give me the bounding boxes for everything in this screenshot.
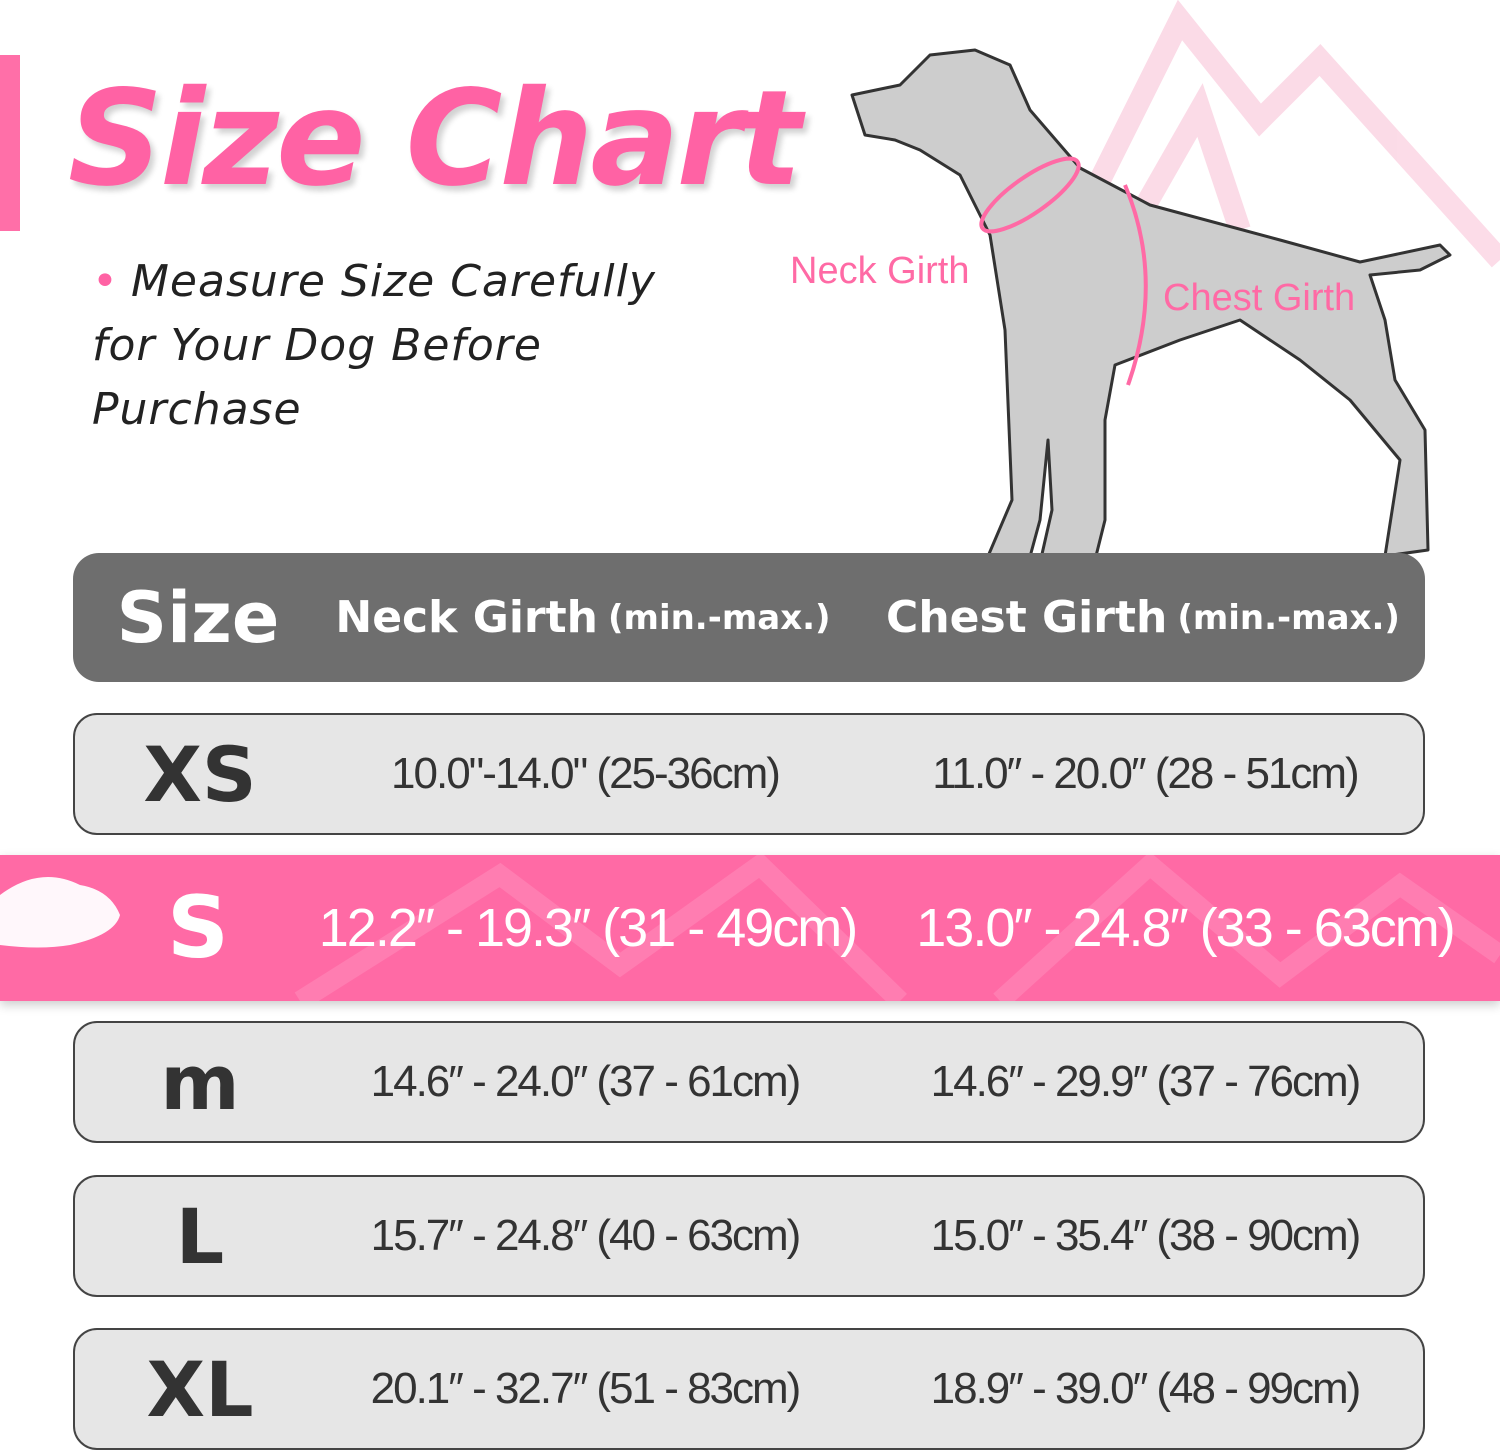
chest-cell: 14.6″ - 29.9″ (37 - 76cm): [930, 1057, 1362, 1106]
neck-girth-marker: [979, 156, 1081, 234]
chest-cell: 11.0″ - 20.0″ (28 - 51cm): [932, 749, 1359, 798]
size-cell: L: [175, 1191, 225, 1281]
dog-measurement-diagram: [850, 0, 1500, 587]
neck-girth-label: Neck Girth: [790, 250, 970, 292]
header-size: Size: [116, 576, 280, 659]
neck-cell: 12.2″ - 19.3″ (31 - 49cm): [318, 898, 859, 958]
header-chest-label: Chest Girth: [886, 592, 1168, 643]
chest-cell: 15.0″ - 35.4″ (38 - 90cm): [930, 1211, 1362, 1260]
header-chest: Chest Girth (min.-max.): [863, 553, 1423, 682]
chest-cell: 13.0″ - 24.8″ (33 - 63cm): [916, 898, 1456, 958]
measure-note: • Measure Size Carefully for Your Dog Bef…: [92, 250, 732, 442]
header-neck-label: Neck Girth: [335, 592, 598, 643]
dog-silhouette: [850, 48, 1452, 587]
neck-cell: 14.6″ - 24.0″ (37 - 61cm): [370, 1057, 802, 1106]
size-cell: S: [167, 878, 229, 978]
page-title: Size Chart: [68, 62, 802, 216]
size-cell: XS: [143, 729, 257, 819]
mountain-pattern: [0, 855, 1500, 1001]
dog-head-icon: [0, 877, 120, 948]
header-neck: Neck Girth (min.-max.): [323, 553, 843, 682]
header-neck-note: (min.-max.): [607, 597, 831, 638]
chest-girth-marker: [1123, 184, 1148, 386]
neck-cell: 10.0"-14.0" (25-36cm): [391, 749, 781, 798]
chest-cell: 18.9″ - 39.0″ (48 - 99cm): [930, 1364, 1362, 1413]
header-chest-note: (min.-max.): [1177, 597, 1400, 638]
measure-note-text: Measure Size Carefully for Your Dog Befo…: [92, 256, 656, 435]
size-cell: XL: [146, 1344, 254, 1434]
neck-cell: 15.7″ - 24.8″ (40 - 63cm): [370, 1211, 802, 1260]
neck-cell: 20.1″ - 32.7″ (51 - 83cm): [370, 1364, 802, 1413]
table-row-xs: XS 10.0"-14.0" (25-36cm) 11.0″ - 20.0″ (…: [73, 713, 1425, 835]
table-header: Size Neck Girth (min.-max.) Chest Girth (m…: [73, 553, 1425, 682]
size-cell: M: [160, 1037, 240, 1127]
table-row-xl: XL 20.1″ - 32.7″ (51 - 83cm) 18.9″ - 39.…: [73, 1328, 1425, 1450]
chest-girth-label: Chest Girth: [1163, 277, 1356, 319]
bullet-icon: •: [92, 256, 119, 307]
accent-bar: [0, 55, 20, 231]
table-row-m: M 14.6″ - 24.0″ (37 - 61cm) 14.6″ - 29.9…: [73, 1021, 1425, 1143]
table-row-l: L 15.7″ - 24.8″ (40 - 63cm) 15.0″ - 35.4…: [73, 1175, 1425, 1297]
table-row-s-highlighted: S 12.2″ - 19.3″ (31 - 49cm) 13.0″ - 24.8…: [0, 855, 1500, 1001]
